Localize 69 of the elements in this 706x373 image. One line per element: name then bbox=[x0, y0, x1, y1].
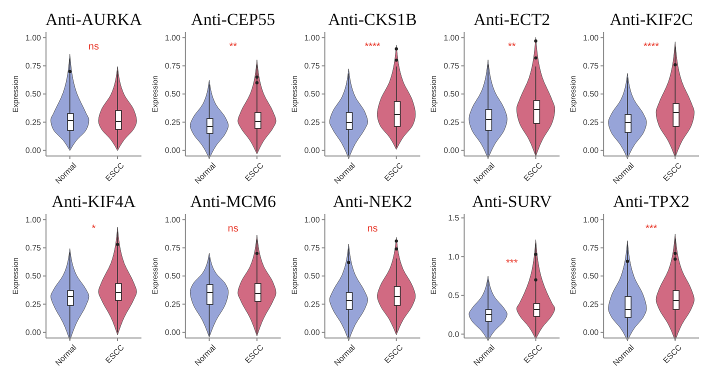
y-tick-label: 0.50 bbox=[164, 90, 181, 99]
y-tick-label: 0.75 bbox=[25, 243, 42, 252]
chart-title: Anti-KIF2C bbox=[610, 10, 693, 29]
chart-title: Anti-CKS1B bbox=[328, 10, 417, 29]
y-tick-label: 1.00 bbox=[25, 33, 42, 42]
y-tick-label: 1.00 bbox=[304, 215, 320, 224]
y-tick-label: 0.75 bbox=[164, 243, 181, 252]
y-tick-label: 0.50 bbox=[583, 272, 600, 281]
y-tick-label: 0.25 bbox=[25, 118, 42, 127]
y-tick-label: 0.25 bbox=[583, 118, 600, 127]
annotation: ** bbox=[229, 42, 238, 53]
y-tick-label: 1.00 bbox=[164, 33, 181, 42]
y-tick-label: 0.50 bbox=[304, 272, 320, 281]
y-tick-label: 0.25 bbox=[583, 300, 600, 309]
chart-title: Anti-CEP55 bbox=[191, 10, 276, 29]
chart-title: Anti-AURKA bbox=[46, 10, 143, 29]
y-tick-label: 0.00 bbox=[583, 328, 600, 338]
annotation: ** bbox=[508, 42, 516, 53]
y-tick-label: 1.5 bbox=[448, 214, 460, 223]
y-tick-label: 0.00 bbox=[304, 328, 320, 338]
chart-title: Anti-SURV bbox=[472, 192, 553, 211]
y-tick-label: 0.50 bbox=[164, 272, 181, 281]
y-tick-label: 1.00 bbox=[304, 33, 320, 42]
y-tick-label: 0.5 bbox=[448, 291, 460, 300]
y-tick-label: 0.75 bbox=[304, 243, 320, 252]
y-tick-label: 1.00 bbox=[583, 215, 600, 224]
y-tick-label: 0.25 bbox=[164, 118, 181, 127]
y-tick-label: 0.25 bbox=[164, 300, 181, 309]
chart-title: Anti-KIF4A bbox=[52, 192, 136, 211]
annotation: **** bbox=[644, 42, 660, 53]
y-tick-label: 0.25 bbox=[444, 118, 460, 127]
y-tick-label: 0.50 bbox=[304, 90, 320, 99]
y-tick-label: 0.50 bbox=[444, 90, 460, 99]
y-tick-label: 0.25 bbox=[304, 300, 320, 309]
y-tick-label: 1.00 bbox=[25, 215, 42, 224]
y-tick-label: 0.75 bbox=[583, 61, 600, 70]
annotation: ns bbox=[228, 224, 238, 235]
chart-title: Anti-TPX2 bbox=[613, 192, 690, 211]
y-tick-label: 0.00 bbox=[444, 146, 460, 156]
y-tick-label: 0.75 bbox=[164, 61, 181, 70]
annotation: **** bbox=[364, 42, 380, 53]
chart-title: Anti-ECT2 bbox=[474, 10, 550, 29]
y-tick-label: 0.50 bbox=[25, 90, 42, 99]
y-tick-label: 1.00 bbox=[164, 215, 181, 224]
y-tick-label: 0.75 bbox=[304, 61, 320, 70]
y-tick-label: 0.25 bbox=[304, 118, 320, 127]
annotation: *** bbox=[645, 224, 658, 235]
annotation: ns bbox=[367, 224, 378, 235]
y-tick-label: 0.75 bbox=[583, 243, 600, 252]
y-tick-label: 0.00 bbox=[583, 146, 600, 156]
chart-title: Anti-MCM6 bbox=[190, 192, 276, 211]
y-tick-label: 0.75 bbox=[25, 61, 42, 70]
y-tick-label: 0.50 bbox=[25, 272, 42, 281]
y-tick-label: 0.00 bbox=[25, 146, 42, 156]
y-tick-label: 1.0 bbox=[448, 252, 460, 262]
y-tick-label: 1.00 bbox=[444, 33, 460, 42]
y-tick-label: 0.25 bbox=[25, 300, 42, 309]
y-tick-label: 0.00 bbox=[164, 328, 181, 338]
annotation: *** bbox=[506, 258, 518, 270]
y-tick-label: 0.75 bbox=[444, 61, 460, 70]
chart-title: Anti-NEK2 bbox=[332, 192, 412, 211]
y-tick-label: 1.00 bbox=[583, 33, 600, 42]
y-tick-label: 0.00 bbox=[304, 146, 320, 156]
y-tick-label: 0.50 bbox=[583, 90, 600, 99]
annotation: * bbox=[92, 224, 96, 235]
annotation: ns bbox=[88, 42, 99, 53]
y-tick-label: 0.0 bbox=[448, 330, 460, 339]
y-tick-label: 0.00 bbox=[25, 328, 42, 338]
y-tick-label: 0.00 bbox=[164, 146, 181, 156]
